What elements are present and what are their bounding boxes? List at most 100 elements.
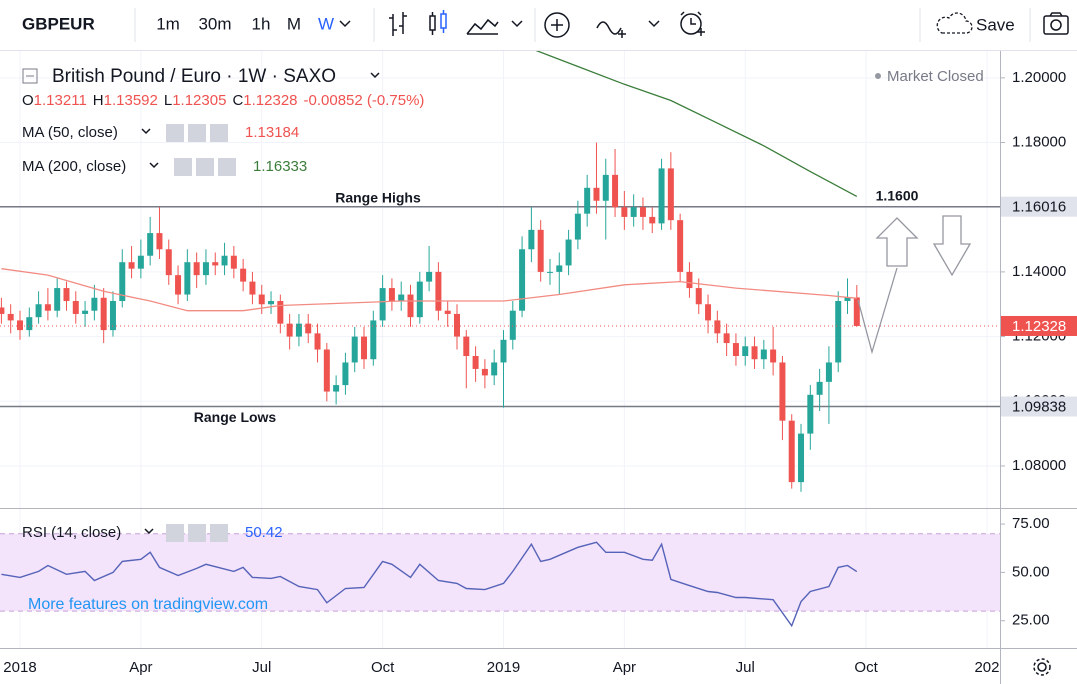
ohlc-value: 1.13592 xyxy=(104,92,158,109)
candle-body xyxy=(109,301,116,331)
candle-body xyxy=(26,317,33,331)
interval[interactable]: 1h xyxy=(252,14,271,33)
candle-body xyxy=(44,304,51,311)
candle-body xyxy=(361,336,368,360)
dropdown[interactable] xyxy=(370,72,380,79)
candle-body xyxy=(825,362,832,382)
rsi-pane xyxy=(0,533,1000,628)
candle-body xyxy=(705,304,712,321)
candle-body xyxy=(249,281,256,295)
up-arrow xyxy=(875,217,919,267)
x-tick-label: 2019 xyxy=(487,659,520,676)
candle-body xyxy=(54,288,61,311)
ma50-legend: MA (50, close) xyxy=(22,124,118,141)
interval-active[interactable]: W xyxy=(318,14,334,33)
settings-icon[interactable] xyxy=(1033,658,1051,676)
plot-layer: 2018AprJulOct2019AprJulOct2021.080001.10… xyxy=(0,51,1077,676)
camera-icon[interactable] xyxy=(1043,12,1069,35)
ohlc-letter: O xyxy=(22,92,34,109)
candle-body xyxy=(119,262,126,302)
x-tick-label: 202 xyxy=(974,659,999,676)
candle-body xyxy=(630,207,637,217)
candle-body xyxy=(677,220,684,272)
interval[interactable]: M xyxy=(287,14,301,33)
candle-body xyxy=(481,368,488,376)
candle-body xyxy=(91,297,98,311)
ohlc-letter: L xyxy=(164,92,172,109)
ohlc-legend: O1.13211 H1.13592 L1.12305 C1.12328 -0.00852… xyxy=(22,92,424,109)
legend-buttons[interactable] xyxy=(166,524,228,542)
y-tick-label: 1.20000 xyxy=(1012,69,1066,86)
drawings xyxy=(857,215,972,355)
rsi-value: 50.42 xyxy=(245,524,283,541)
promo-link[interactable]: More features on tradingview.com xyxy=(28,596,268,613)
rsi-line xyxy=(1,541,858,628)
candle-body xyxy=(593,187,600,201)
bar-style-icons[interactable] xyxy=(389,10,523,36)
candle-body xyxy=(556,265,563,272)
x-tick-label: 2018 xyxy=(3,659,36,676)
ohlc-letter: H xyxy=(93,92,104,109)
interval[interactable]: 30m xyxy=(198,14,231,33)
dropdown[interactable] xyxy=(144,528,154,535)
market-status: Market Closed xyxy=(887,68,984,85)
candle-body xyxy=(165,249,172,276)
candle-body xyxy=(779,362,786,421)
candle-body xyxy=(156,233,163,250)
candle-body xyxy=(453,313,460,337)
projection-line xyxy=(857,267,898,355)
rsi-y-tick-label: 75.00 xyxy=(1012,515,1050,532)
ohlc-value: 1.12305 xyxy=(172,92,226,109)
save-button[interactable]: Save xyxy=(976,15,1015,34)
rsi-y-tick-label: 25.00 xyxy=(1012,612,1050,629)
interval[interactable]: 1m xyxy=(156,14,180,33)
candle-body xyxy=(388,288,395,302)
candle-body xyxy=(760,349,767,360)
change: -0.00852 (-0.75%) xyxy=(304,92,425,109)
candle-body xyxy=(686,271,693,289)
candle-body xyxy=(574,213,581,240)
ma50-value: 1.13184 xyxy=(245,124,299,141)
ohlc-letter: C xyxy=(232,92,243,109)
candle-body xyxy=(351,336,358,363)
candle-body xyxy=(835,301,842,363)
candle-body xyxy=(63,288,70,302)
candle-body xyxy=(258,294,265,305)
candle-body xyxy=(565,239,572,266)
candle-body xyxy=(230,255,237,269)
rsi-y-tick-label: 50.00 xyxy=(1012,563,1050,580)
candle-body xyxy=(175,275,182,295)
candle-body xyxy=(639,207,646,217)
ohlc-value: 1.13211 xyxy=(34,92,87,109)
candle-body xyxy=(509,310,516,340)
candle-body xyxy=(658,168,665,224)
candle-body xyxy=(240,268,247,282)
indicator-icons[interactable] xyxy=(544,11,705,38)
dropdown[interactable] xyxy=(149,162,159,169)
ma200-value: 1.16333 xyxy=(253,158,307,175)
candle-body xyxy=(147,233,154,256)
cloud-icon[interactable] xyxy=(936,12,973,34)
legend-buttons[interactable] xyxy=(174,158,236,176)
price-tag xyxy=(1001,315,1077,336)
candle-body xyxy=(816,381,823,395)
candle-body xyxy=(463,336,470,356)
x-tick-label: Jul xyxy=(736,659,755,676)
candle-body xyxy=(742,346,749,356)
down-arrow xyxy=(932,215,972,277)
candle-body xyxy=(426,271,433,282)
y-tick-label: 1.18000 xyxy=(1012,133,1066,150)
candle-body xyxy=(612,174,619,208)
axes: 2018AprJulOct2019AprJulOct2021.080001.10… xyxy=(3,69,1077,676)
candle-body xyxy=(491,362,498,376)
candle-body xyxy=(472,355,479,369)
collapse-icon[interactable] xyxy=(22,68,38,84)
legend-buttons[interactable] xyxy=(166,124,228,142)
symbol[interactable]: GBPEUR xyxy=(22,14,95,33)
price-tag xyxy=(1001,196,1077,217)
candle-body xyxy=(82,310,89,314)
candle-body xyxy=(546,271,553,273)
dropdown[interactable] xyxy=(339,20,351,28)
candle-body xyxy=(370,320,377,360)
dropdown[interactable] xyxy=(141,128,151,135)
